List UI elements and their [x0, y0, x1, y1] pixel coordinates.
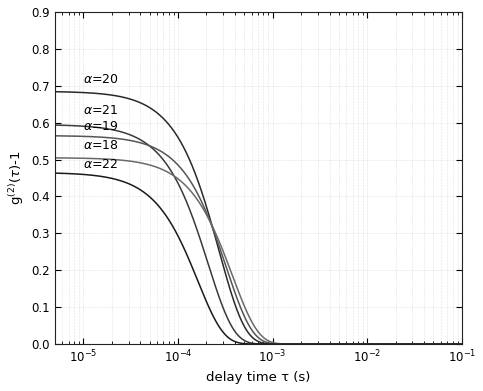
Text: $\alpha$=18: $\alpha$=18 — [84, 139, 119, 152]
Text: $\alpha$=22: $\alpha$=22 — [84, 158, 119, 170]
Text: $\alpha$=19: $\alpha$=19 — [84, 120, 119, 133]
Text: $\alpha$=20: $\alpha$=20 — [84, 73, 119, 86]
X-axis label: delay time τ (s): delay time τ (s) — [206, 371, 311, 384]
Y-axis label: g$^{(2)}$($\tau$)-1: g$^{(2)}$($\tau$)-1 — [7, 151, 26, 205]
Text: $\alpha$=21: $\alpha$=21 — [84, 104, 119, 117]
